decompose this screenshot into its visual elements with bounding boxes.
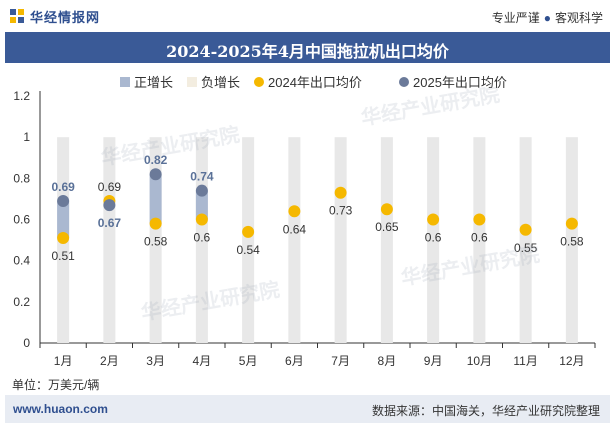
point-2024 bbox=[195, 213, 208, 226]
legend-label: 2024年出口均价 bbox=[268, 75, 362, 90]
data-label-2024: 0.51 bbox=[51, 249, 75, 263]
x-tick-label: 8月 bbox=[378, 354, 397, 368]
slogan-right: 客观科学 bbox=[554, 11, 603, 25]
y-tick-label: 0.6 bbox=[13, 213, 30, 227]
data-label-2024: 0.69 bbox=[98, 180, 122, 194]
data-label-2024: 0.65 bbox=[375, 220, 399, 234]
x-tick-label: 1月 bbox=[54, 354, 73, 368]
point-2024 bbox=[242, 225, 255, 238]
data-label-2024: 0.73 bbox=[329, 204, 353, 218]
footer: www.huaon.com 数据来源：中国海关，华经产业研究院整理 bbox=[5, 395, 610, 423]
background-bar bbox=[427, 137, 440, 343]
slogan-left: 专业严谨 bbox=[491, 11, 540, 25]
background-bar bbox=[473, 137, 486, 343]
x-tick-label: 3月 bbox=[146, 354, 165, 368]
point-2025 bbox=[103, 199, 116, 212]
data-label-2024: 0.58 bbox=[144, 235, 168, 249]
legend-swatch bbox=[187, 77, 197, 87]
y-tick-label: 0.4 bbox=[13, 254, 30, 268]
background-bar bbox=[242, 137, 255, 343]
point-2024 bbox=[149, 217, 162, 230]
unit-label: 单位：万美元/辆 bbox=[12, 378, 100, 392]
data-label-2025: 0.69 bbox=[51, 180, 75, 194]
point-2024 bbox=[427, 213, 440, 226]
legend-label: 负增长 bbox=[201, 75, 240, 90]
point-2025 bbox=[149, 168, 162, 181]
point-2024 bbox=[380, 203, 393, 216]
legend-label: 正增长 bbox=[134, 75, 173, 90]
background-bar bbox=[103, 137, 116, 343]
chart: 正增长 负增长 2024年出口均价 2025年出口均价 0 0.2 0.4 0.6 0.8 1 1.… bbox=[13, 75, 596, 368]
point-2024 bbox=[565, 217, 578, 230]
top-bar: 华经情报网 专业严谨 ● 客观科学 bbox=[0, 0, 615, 30]
data-source: 数据来源：中国海关，华经产业研究院整理 bbox=[371, 404, 600, 418]
legend-marker bbox=[399, 77, 409, 87]
y-tick-label: 1 bbox=[23, 130, 30, 144]
data-label-2024: 0.58 bbox=[560, 235, 584, 249]
x-tick-label: 2月 bbox=[100, 354, 119, 368]
point-2024 bbox=[334, 186, 347, 199]
y-tick-label: 1.2 bbox=[13, 89, 30, 103]
background-bar bbox=[380, 137, 393, 343]
data-label-2024: 0.6 bbox=[194, 231, 211, 245]
point-2024 bbox=[473, 213, 486, 226]
brand-logo-icon bbox=[10, 9, 24, 23]
point-2024 bbox=[288, 205, 301, 218]
background-bar bbox=[565, 137, 578, 343]
data-label-2024: 0.55 bbox=[514, 241, 538, 255]
x-tick-label: 7月 bbox=[331, 354, 350, 368]
legend-swatch bbox=[120, 77, 130, 87]
point-2025 bbox=[195, 184, 208, 197]
y-tick-label: 0.8 bbox=[13, 171, 30, 185]
data-label-2024: 0.6 bbox=[471, 231, 488, 245]
data-label-2025: 0.74 bbox=[190, 170, 214, 184]
positive-growth-bar bbox=[195, 190, 208, 220]
positive-growth-bar bbox=[149, 174, 162, 224]
legend-label: 2025年出口均价 bbox=[413, 75, 507, 90]
slogan: 专业严谨 ● 客观科学 bbox=[492, 9, 603, 26]
slogan-dot-icon: ● bbox=[543, 11, 551, 25]
data-label-2024: 0.6 bbox=[425, 231, 442, 245]
y-tick-label: 0 bbox=[23, 336, 30, 350]
chart-title: 2024-2025年4月中国拖拉机出口均价 bbox=[166, 42, 449, 61]
x-tick-label: 4月 bbox=[193, 354, 212, 368]
y-tick-label: 0.2 bbox=[13, 295, 30, 309]
title-bar: 2024-2025年4月中国拖拉机出口均价 bbox=[5, 32, 610, 63]
x-tick-label: 12月 bbox=[559, 354, 584, 368]
background-bar bbox=[288, 137, 301, 343]
background-bar bbox=[519, 137, 532, 343]
data-label-2024: 0.54 bbox=[236, 243, 260, 257]
x-tick-label: 9月 bbox=[424, 354, 443, 368]
brand[interactable]: 华经情报网 bbox=[10, 7, 100, 25]
x-tick-label: 5月 bbox=[239, 354, 258, 368]
point-2024 bbox=[57, 232, 70, 245]
point-2024 bbox=[519, 223, 532, 236]
legend-marker bbox=[254, 77, 264, 87]
background-bar bbox=[334, 137, 347, 343]
data-label-2025: 0.67 bbox=[98, 216, 122, 230]
data-label-2024: 0.64 bbox=[283, 222, 307, 236]
site-link[interactable]: www.huaon.com bbox=[13, 402, 108, 416]
data-label-2025: 0.82 bbox=[144, 153, 168, 167]
x-tick-label: 11月 bbox=[513, 354, 537, 368]
brand-name: 华经情报网 bbox=[30, 9, 101, 25]
x-tick-label: 10月 bbox=[467, 354, 492, 368]
x-tick-label: 6月 bbox=[285, 354, 304, 368]
positive-growth-bar bbox=[57, 200, 70, 239]
point-2025 bbox=[57, 194, 70, 207]
